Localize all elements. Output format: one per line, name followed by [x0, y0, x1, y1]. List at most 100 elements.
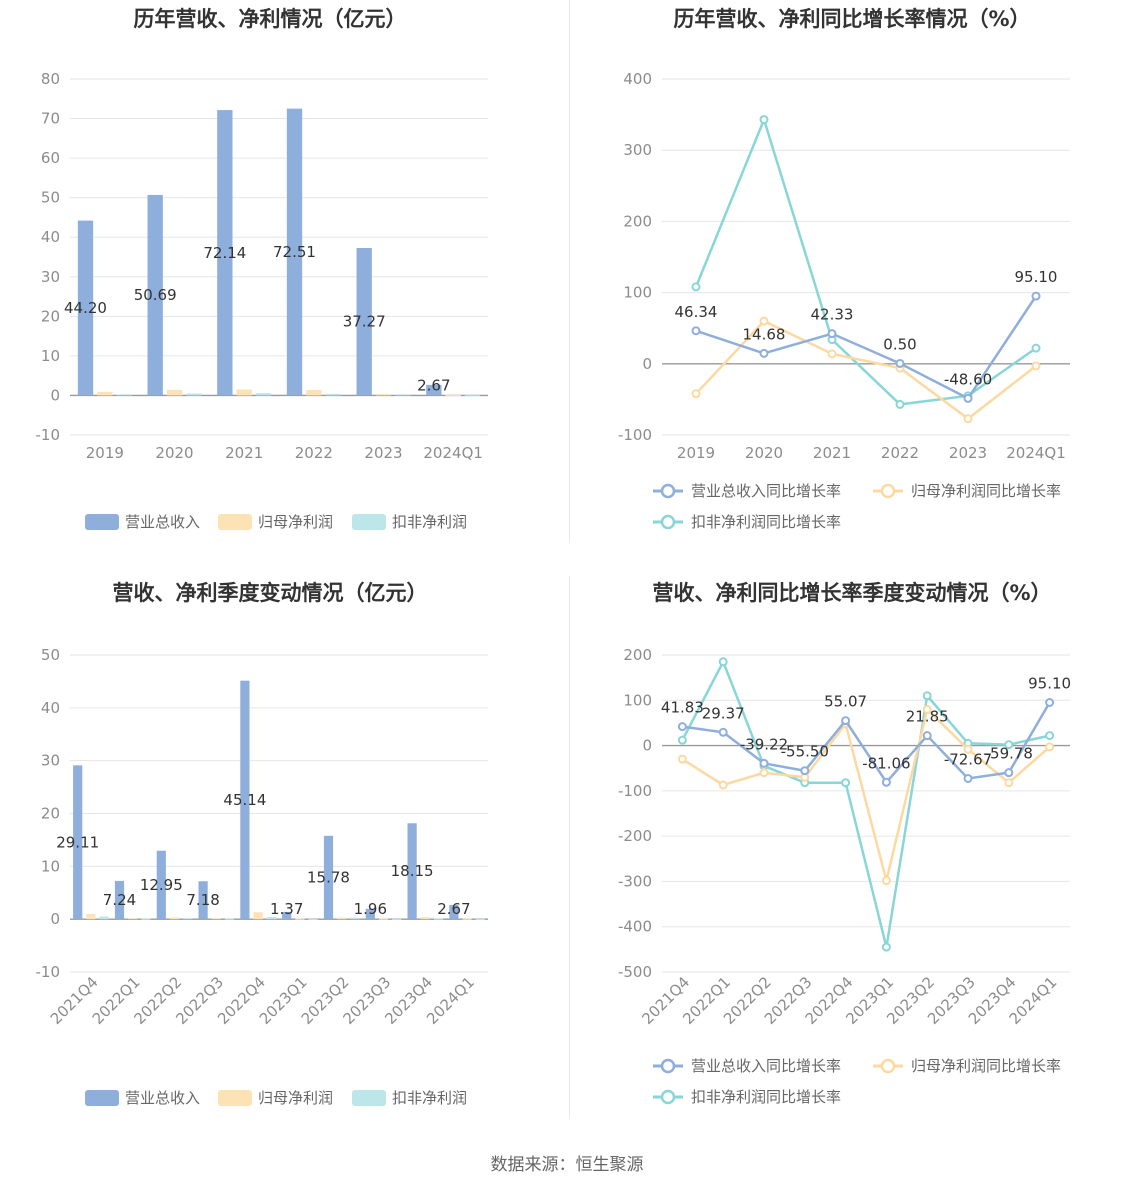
revenue-growth-data-label: 42.33	[811, 306, 854, 324]
deducted-profit-growth-point	[895, 399, 905, 409]
legend-label: 扣非净利润	[392, 1089, 467, 1107]
net-profit-growth-point	[922, 704, 932, 714]
net-profit-bar	[166, 389, 183, 396]
y-tick-label: 200	[623, 646, 652, 664]
net-profit-growth-point	[1045, 742, 1055, 752]
net-profit-growth-point	[759, 316, 769, 326]
data-source-note: 数据来源：恒生聚源	[490, 1155, 644, 1175]
revenue-data-label: 7.24	[103, 891, 136, 909]
y-tick-label: 0	[50, 910, 60, 928]
net-profit-bar	[375, 394, 392, 396]
quarterly-growth-chart-svg: 营收、净利同比增长率季度变动情况（%） -500 -400 -300 -200 -100 0…	[618, 581, 1071, 1106]
revenue-bar	[426, 384, 442, 396]
revenue-growth-point	[800, 766, 810, 776]
legend-swatch	[85, 1090, 119, 1106]
legend-circle-marker	[660, 514, 676, 530]
revenue-growth-point	[841, 716, 851, 726]
legend-swatch	[218, 1090, 252, 1106]
y-tick-label: 50	[41, 646, 60, 664]
y-tick-label: 0	[642, 737, 652, 755]
y-tick-label: 50	[41, 189, 60, 207]
deducted-profit-bar	[325, 393, 341, 396]
deducted-profit-bar	[308, 918, 318, 920]
revenue-data-label: 1.37	[270, 900, 303, 918]
revenue-growth-data-label: 55.07	[824, 693, 867, 711]
net-profit-bar	[211, 918, 221, 920]
revenue-growth-data-label: 14.68	[743, 325, 786, 343]
deducted-profit-growth-point	[922, 691, 932, 701]
net-profit-growth-point	[1031, 361, 1041, 371]
revenue-growth-point	[759, 758, 769, 768]
y-tick-label: 0	[50, 386, 60, 404]
quarterly-amount-chart: 营收、净利季度变动情况（亿元） -10 0 10 20 30 40 50 2021Q4 2022Q…	[0, 570, 567, 1120]
legend-circle-marker	[660, 1058, 676, 1074]
revenue-growth-data-label: -72.67	[944, 750, 992, 768]
legend-label: 扣非净利润同比增长率	[691, 1088, 841, 1106]
deducted-profit-bar	[116, 394, 132, 396]
legend-swatch	[85, 514, 119, 530]
legend-label: 营业总收入	[125, 1089, 200, 1107]
revenue-data-label: 44.20	[64, 299, 107, 317]
legend-circle-marker	[880, 483, 896, 499]
revenue-growth-data-label: -55.50	[781, 743, 829, 761]
legend-swatch	[352, 514, 386, 530]
x-tick-label: 2023	[949, 444, 987, 462]
net-profit-growth-point	[963, 414, 973, 424]
revenue-bar	[282, 911, 292, 920]
legend-circle-marker	[660, 1089, 676, 1105]
y-tick-label: -200	[618, 827, 652, 845]
y-tick-label: 10	[41, 347, 60, 365]
revenue-bar	[240, 680, 250, 920]
quarterly-amount-chart-svg: 营收、净利季度变动情况（亿元）-10010203040502021Q42022Q…	[36, 581, 488, 1107]
revenue-growth-point	[759, 348, 769, 358]
revenue-data-label: 72.51	[273, 243, 316, 261]
deducted-profit-bar	[141, 918, 151, 920]
y-tick-label: 40	[41, 699, 60, 717]
deducted-profit-bar	[255, 393, 272, 396]
deducted-profit-growth-line	[681, 658, 1050, 948]
revenue-growth-line	[695, 295, 1038, 401]
revenue-bar	[323, 835, 334, 920]
y-tick-label: -100	[618, 426, 652, 444]
revenue-growth-point	[827, 329, 837, 339]
deducted-profit-bar	[186, 393, 202, 396]
deducted-profit-bar	[266, 917, 276, 920]
x-tick-label: 2020	[745, 444, 783, 462]
net-profit-growth-line	[695, 319, 1037, 421]
y-tick-label: 40	[41, 228, 60, 246]
revenue-growth-line	[682, 701, 1051, 785]
revenue-data-label: 2.67	[437, 900, 470, 918]
net-profit-bar	[97, 391, 113, 396]
deducted-profit-growth-point	[718, 657, 728, 667]
legend-label: 营业总收入同比增长率	[691, 482, 841, 500]
revenue-growth-data-label: -81.06	[862, 754, 910, 772]
legend-label: 归母净利润	[258, 1089, 333, 1107]
deducted-profit-growth-point	[691, 282, 701, 292]
revenue-data-label: 18.15	[391, 862, 434, 880]
annual-growth-chart-svg: 历年营收、净利同比增长率情况（%） -100 0 100 200 300 400 2019 20…	[618, 7, 1070, 531]
deducted-profit-growth-point	[841, 778, 851, 788]
vertical-divider-top	[569, 0, 570, 542]
annual-amount-chart: 历年营收、净利情况（亿元） -10 0 10 20 30 40 50 60 70 80 2019 202…	[0, 0, 567, 550]
y-tick-label: 100	[623, 691, 652, 709]
net-profit-growth-point	[759, 768, 769, 778]
y-tick-label: -10	[36, 426, 61, 444]
legend-label: 营业总收入同比增长率	[691, 1057, 841, 1075]
revenue-data-label: 2.67	[417, 376, 450, 394]
revenue-growth-point	[1031, 291, 1041, 301]
chart-title: 营收、净利季度变动情况（亿元）	[113, 581, 428, 605]
revenue-growth-point	[691, 326, 701, 336]
revenue-growth-data-label: 46.34	[675, 303, 718, 321]
net-profit-bar	[236, 389, 252, 396]
revenue-bar	[77, 220, 94, 396]
revenue-data-label: 37.27	[343, 313, 386, 331]
deducted-profit-bar	[224, 918, 235, 920]
deducted-profit-growth-point	[881, 942, 891, 952]
revenue-growth-data-label: 21.85	[906, 708, 949, 726]
chart-title: 营收、净利同比增长率季度变动情况（%）	[652, 581, 1051, 605]
y-tick-label: 10	[41, 857, 60, 875]
y-tick-label: 30	[41, 752, 60, 770]
y-tick-label: 70	[41, 110, 60, 128]
revenue-data-label: 15.78	[307, 868, 350, 886]
net-profit-bar	[253, 912, 263, 920]
